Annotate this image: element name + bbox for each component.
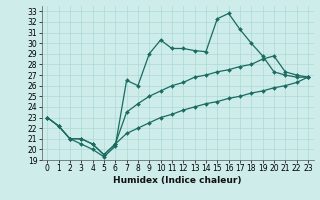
X-axis label: Humidex (Indice chaleur): Humidex (Indice chaleur)	[113, 176, 242, 185]
